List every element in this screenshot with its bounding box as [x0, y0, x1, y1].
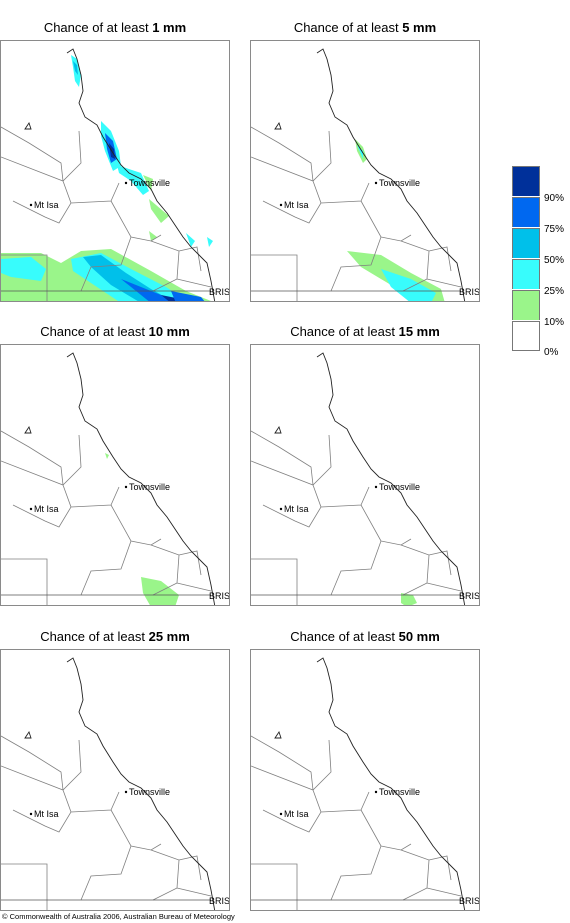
place-markers: [29, 181, 128, 207]
coastline: [24, 657, 216, 910]
map-boundaries: [251, 735, 462, 910]
map-50mm: Townsville Mt Isa BRIS: [250, 649, 480, 911]
map-boundaries: [251, 126, 462, 301]
label-townsville: Townsville: [379, 787, 420, 797]
rain-overlay-15mm: [401, 593, 417, 605]
label-mt-isa: Mt Isa: [284, 809, 309, 819]
legend-swatch-75: [512, 197, 540, 227]
coastline: [274, 48, 466, 301]
rain-overlay-1mm: [1, 55, 213, 301]
panel-title: Chance of at least 10 mm: [40, 324, 190, 339]
label-brisbane: BRIS: [209, 287, 230, 297]
map-25mm: Townsville Mt Isa BRIS: [0, 649, 230, 911]
map-15mm: Townsville Mt Isa BRIS: [250, 344, 480, 606]
label-mt-isa: Mt Isa: [284, 200, 309, 210]
legend-label-10: 10%: [544, 317, 565, 328]
map-boundaries: [1, 735, 212, 910]
label-brisbane: BRIS: [459, 287, 480, 297]
map-5mm: Townsville Mt Isa BRIS: [250, 40, 480, 302]
label-townsville: Townsville: [129, 482, 170, 492]
legend-swatch-10: [512, 290, 540, 320]
map-10mm: Townsville Mt Isa BRIS: [0, 344, 230, 606]
label-townsville: Townsville: [129, 178, 170, 188]
panel-title: Chance of at least 5 mm: [293, 20, 437, 35]
label-brisbane: BRIS: [459, 591, 480, 601]
panel-title: Chance of at least 50 mm: [290, 629, 440, 644]
place-markers: [279, 181, 378, 207]
legend-swatch-90: [512, 166, 540, 196]
label-mt-isa: Mt Isa: [34, 200, 59, 210]
place-markers: [279, 485, 378, 511]
legend-label-25: 25%: [544, 286, 565, 297]
coastline: [274, 352, 466, 605]
legend-label-50: 50%: [544, 255, 565, 266]
label-brisbane: BRIS: [459, 896, 480, 906]
rain-overlay-10mm: [105, 453, 179, 605]
legend-swatch-0: [512, 321, 540, 351]
place-markers: [29, 790, 128, 816]
legend-swatch-25: [512, 259, 540, 289]
legend-label-90: 90%: [544, 193, 565, 204]
rain-overlay-5mm: [347, 139, 445, 301]
panel-title: Chance of at least 1 mm: [43, 20, 187, 35]
probability-legend: 90% 75% 50% 25% 10% 0%: [512, 166, 568, 358]
panel-title: Chance of at least 15 mm: [290, 324, 440, 339]
label-townsville: Townsville: [129, 787, 170, 797]
label-brisbane: BRIS: [209, 591, 230, 601]
label-mt-isa: Mt Isa: [34, 809, 59, 819]
coastline: [24, 352, 216, 605]
coastline: [274, 657, 466, 910]
legend-swatch-50: [512, 228, 540, 258]
label-townsville: Townsville: [379, 178, 420, 188]
legend-label-75: 75%: [544, 224, 565, 235]
label-brisbane: BRIS: [209, 896, 230, 906]
place-markers: [29, 485, 128, 511]
map-1mm: Townsville Mt Isa BRIS: [0, 40, 230, 302]
map-boundaries: [1, 126, 212, 301]
label-mt-isa: Mt Isa: [34, 504, 59, 514]
place-markers: [279, 790, 378, 816]
map-boundaries: [251, 430, 462, 605]
legend-label-0: 0%: [544, 347, 559, 358]
panel-title: Chance of at least 25 mm: [40, 629, 190, 644]
map-boundaries: [1, 430, 212, 605]
label-mt-isa: Mt Isa: [284, 504, 309, 514]
copyright-footer: © Commonwealth of Australia 2006, Austra…: [2, 912, 235, 921]
coastline: [24, 48, 216, 301]
label-townsville: Townsville: [379, 482, 420, 492]
